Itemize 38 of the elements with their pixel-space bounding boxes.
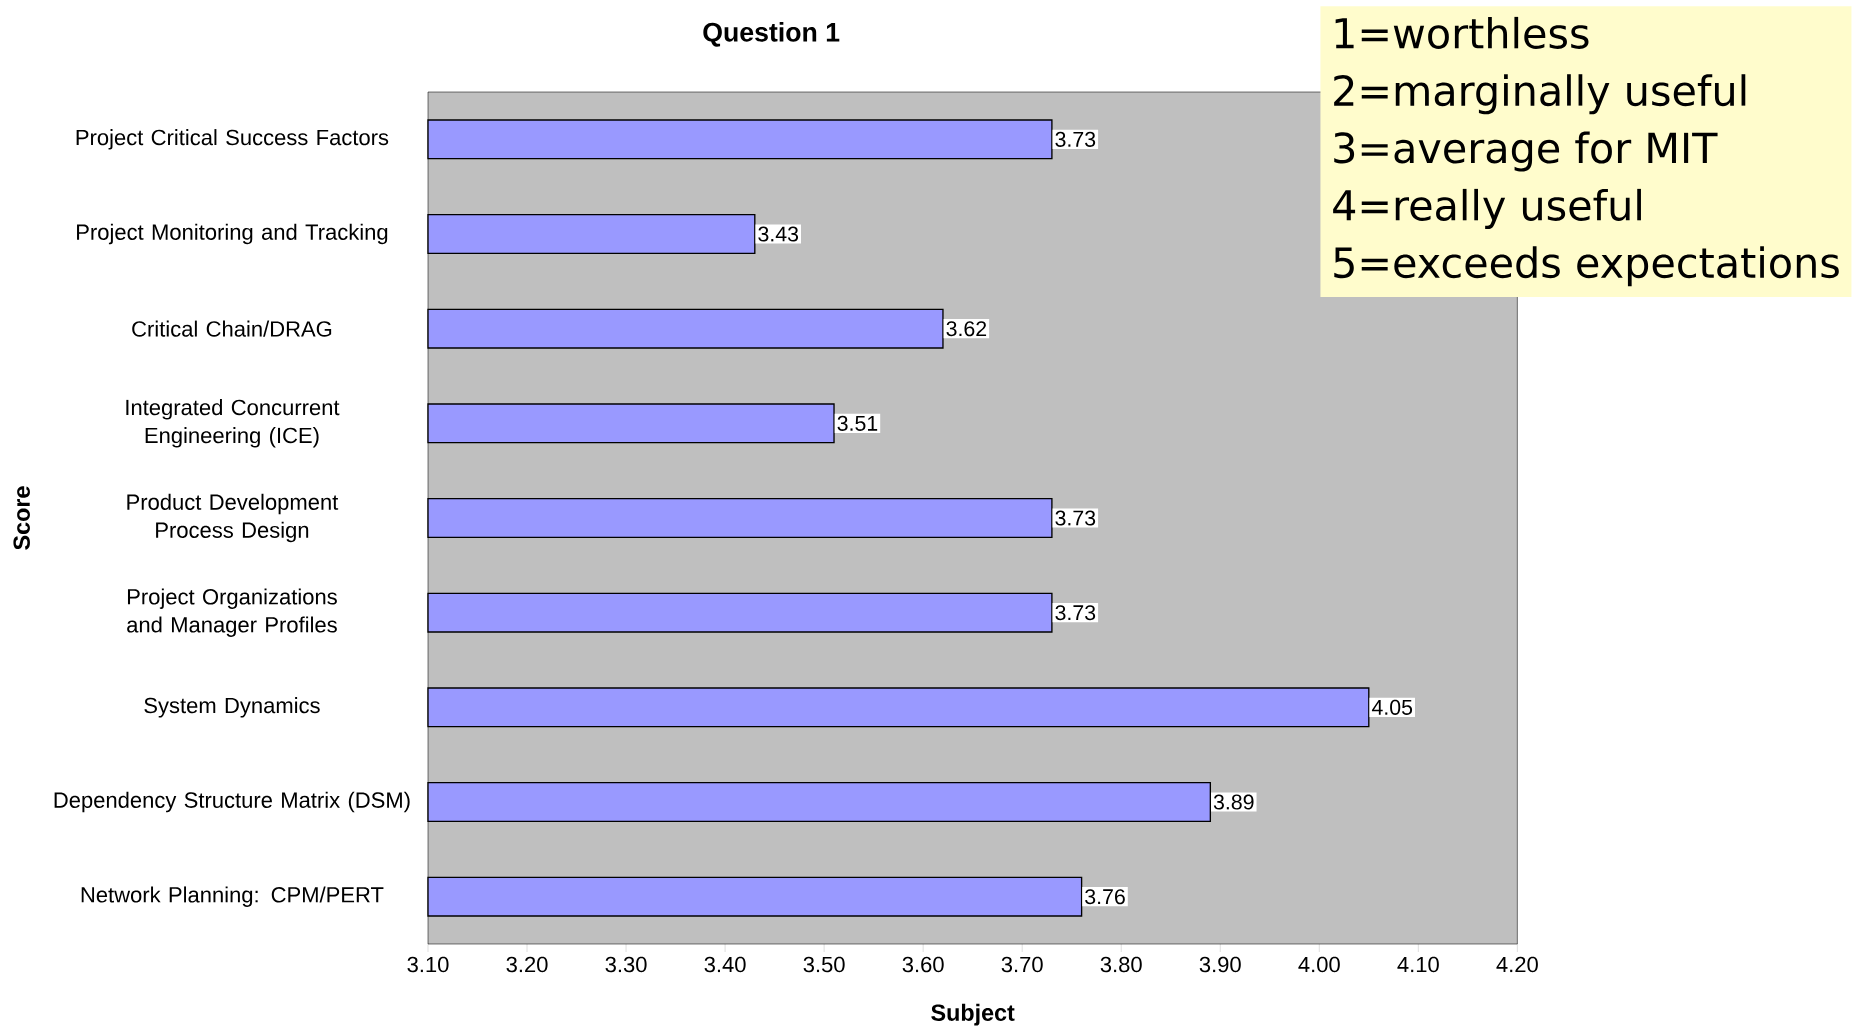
data-label: 3.62 <box>946 321 987 337</box>
data-label: 4.05 <box>1371 699 1413 715</box>
x-tick-label: 3.20 <box>506 956 548 973</box>
y-axis-title: Score <box>13 486 30 550</box>
x-axis-title: Subject <box>931 1003 1015 1026</box>
y-tick-label: Dependency Structure Matrix (DSM) <box>54 791 410 813</box>
x-tick-label: 3.80 <box>1100 956 1142 973</box>
x-tick-label: 3.50 <box>803 956 845 973</box>
x-tick-label: 3.90 <box>1199 956 1241 973</box>
chart-title: Question 1 <box>703 22 840 47</box>
x-tick-label: 3.30 <box>605 956 647 973</box>
annotation: 4=really useful <box>1333 188 1641 229</box>
x-tick-label: 4.20 <box>1496 956 1538 973</box>
x-tick-label: 3.10 <box>407 956 449 973</box>
text: 1=worthless <box>1335 16 1589 49</box>
y-tick-label: Critical Chain/DRAG <box>132 320 332 337</box>
annotation: 2=marginally useful <box>1334 74 1746 115</box>
data-label: 3.73 <box>1055 605 1096 621</box>
y-tick-label: Project Critical Success Factors <box>76 129 389 150</box>
data-label: 3.76 <box>1085 889 1125 905</box>
y-tick-label: Project Monitoring and Tracking <box>77 223 388 245</box>
data-label: 3.73 <box>1055 510 1096 526</box>
x-tick-label: 3.70 <box>1001 956 1043 973</box>
x-tick-label: 3.40 <box>704 956 746 973</box>
x-tick-label: 4.10 <box>1397 956 1439 973</box>
y-tick-label: System Dynamics <box>144 697 320 718</box>
x-tick-label: 3.60 <box>902 956 944 973</box>
annotation: 3=average for MIT <box>1334 131 1718 172</box>
annotation: 5=exceeds expectations <box>1334 246 1839 287</box>
data-label: 3.89 <box>1213 794 1254 810</box>
y-tick-label: Integrated Concurrent Engineering (ICE) <box>126 399 340 448</box>
y-tick-label: Project Organizations and Manager Profiles <box>127 588 337 637</box>
x-tick-label: 4.00 <box>1298 956 1340 973</box>
y-tick-label: Product Development Process Design <box>127 493 339 543</box>
data-label: 3.43 <box>758 226 799 242</box>
y-tick-label: Network Planning: CPM/PERT <box>81 886 384 907</box>
data-label: 3.51 <box>837 415 878 431</box>
data-label: 3.73 <box>1055 131 1096 147</box>
